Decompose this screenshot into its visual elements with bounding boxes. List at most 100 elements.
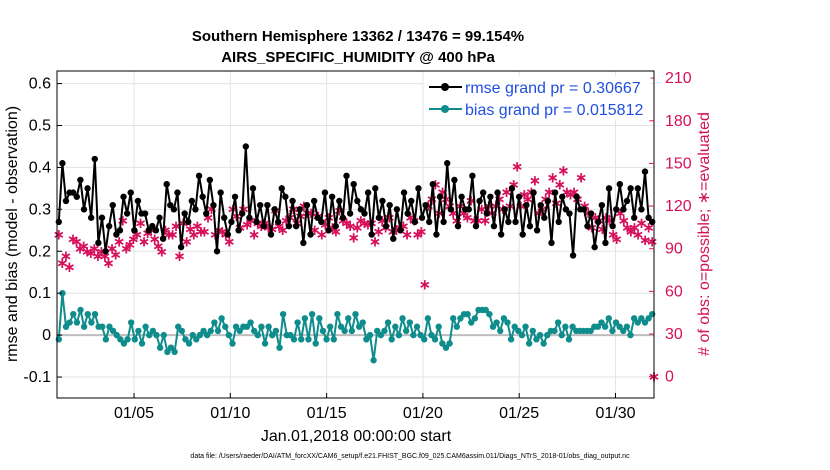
bias-point	[337, 323, 345, 330]
bias-point	[236, 327, 243, 335]
obs-evaluated-point: ∗	[52, 226, 65, 244]
obs-evaluated-point: ∗	[166, 226, 179, 244]
rmse-point	[494, 189, 501, 196]
rmse-point	[519, 231, 526, 238]
bias-point	[341, 327, 348, 335]
legend-rmse-marker	[441, 83, 449, 91]
right-tick-label: 30	[665, 326, 683, 343]
legend-bias-label: bias grand pr = 0.015812	[465, 102, 643, 119]
left-tick-label: 0.6	[29, 76, 51, 93]
rmse-point	[249, 185, 257, 192]
rmse-point	[221, 214, 228, 221]
bias-point	[482, 306, 489, 314]
bias-point	[486, 310, 493, 318]
obs-evaluated-point: ∗	[134, 214, 147, 232]
rmse-point	[386, 201, 393, 209]
bias-point	[406, 319, 413, 326]
rmse-point	[77, 176, 84, 184]
bias-point	[272, 327, 280, 335]
bias-point	[243, 323, 251, 330]
right-tick-label: 60	[665, 283, 683, 300]
bias-point	[442, 344, 450, 351]
rmse-point	[289, 197, 296, 205]
bias-point	[431, 336, 439, 343]
bias-point	[276, 344, 283, 351]
bias-point	[449, 315, 457, 322]
rmse-point	[530, 189, 537, 196]
chart-title-line2: AIRS_SPECIFIC_HUMIDITY @ 400 hPa	[221, 49, 495, 66]
left-tick-label: 0.1	[29, 285, 51, 302]
obs-evaluated-point: ∗	[106, 240, 119, 258]
obs-evaluated-point: ∗	[315, 226, 328, 244]
bias-point	[207, 327, 214, 335]
right-axis: 0 30 60 90 120 150 180 210	[649, 70, 692, 386]
bias-point	[164, 348, 171, 356]
bias-point	[352, 310, 359, 318]
bias-point	[269, 331, 276, 339]
y-axis-label-right: # of obs: o=possible; ∗=evaluated	[696, 112, 713, 356]
obs-evaluated-point: ∗	[411, 226, 424, 244]
rmse-point	[440, 218, 447, 226]
rmse-point	[256, 201, 264, 209]
bias-point	[326, 323, 334, 330]
rmse-point	[127, 189, 134, 196]
bias-point	[232, 323, 240, 330]
obs-evaluated-point: ∗	[127, 230, 140, 248]
rmse-point	[224, 231, 232, 238]
rmse-point	[177, 243, 185, 251]
bias-point	[464, 310, 471, 318]
bias-point	[587, 327, 594, 335]
rmse-point	[364, 189, 372, 196]
obs-evaluated-point: ∗	[351, 218, 364, 236]
obs-evaluated-point: ∗	[323, 208, 336, 226]
rmse-point	[602, 239, 609, 247]
bias-point	[435, 323, 442, 330]
bias-point	[453, 323, 461, 330]
rmse-point	[397, 227, 404, 234]
rmse-point	[487, 193, 494, 200]
bias-point	[504, 319, 511, 326]
bias-point	[127, 319, 135, 326]
right-tick-label: 120	[665, 198, 692, 215]
left-tick-label: 0.4	[29, 159, 51, 176]
bias-point	[294, 319, 301, 326]
obs-evaluated-point: ∗	[102, 254, 115, 272]
rmse-point	[285, 222, 293, 230]
obs-evaluated-point: ∗	[621, 218, 634, 236]
left-tick-label: 0.2	[29, 243, 51, 260]
bias-point	[80, 323, 88, 330]
rmse-point	[444, 160, 451, 167]
obs-evaluated-point: ∗	[575, 169, 588, 187]
bias-point	[609, 327, 616, 335]
obs-evaluated-point: ∗	[625, 223, 638, 241]
rmse-point	[239, 210, 246, 217]
bias-point	[601, 323, 609, 330]
bias-point	[258, 323, 265, 330]
bias-point	[59, 289, 66, 297]
bias-point	[374, 327, 381, 335]
obs-evaluated-point: ∗	[56, 254, 69, 272]
obs-evaluated-point: ∗	[372, 223, 385, 241]
rmse-point	[479, 189, 487, 196]
bias-point	[428, 331, 435, 339]
bias-point	[605, 315, 612, 322]
bias-point	[511, 323, 518, 330]
rmse-point	[620, 206, 627, 213]
rmse-point	[350, 180, 357, 188]
rmse-point	[59, 160, 66, 167]
bias-point	[149, 327, 157, 335]
rmse-point	[192, 206, 199, 213]
rmse-point	[501, 206, 508, 213]
bias-point	[218, 315, 225, 322]
bias-point	[99, 323, 106, 330]
bias-point	[446, 340, 453, 347]
bias-point	[138, 340, 146, 347]
bias-point	[153, 331, 160, 339]
chart-title-line1: Southern Hemisphere 13362 / 13476 = 99.1…	[192, 28, 524, 45]
obs-evaluated-point: ∗	[63, 258, 76, 276]
rmse-point	[562, 206, 570, 213]
rmse-point	[569, 252, 577, 259]
rmse-point	[260, 222, 267, 230]
bias-point	[439, 340, 446, 347]
